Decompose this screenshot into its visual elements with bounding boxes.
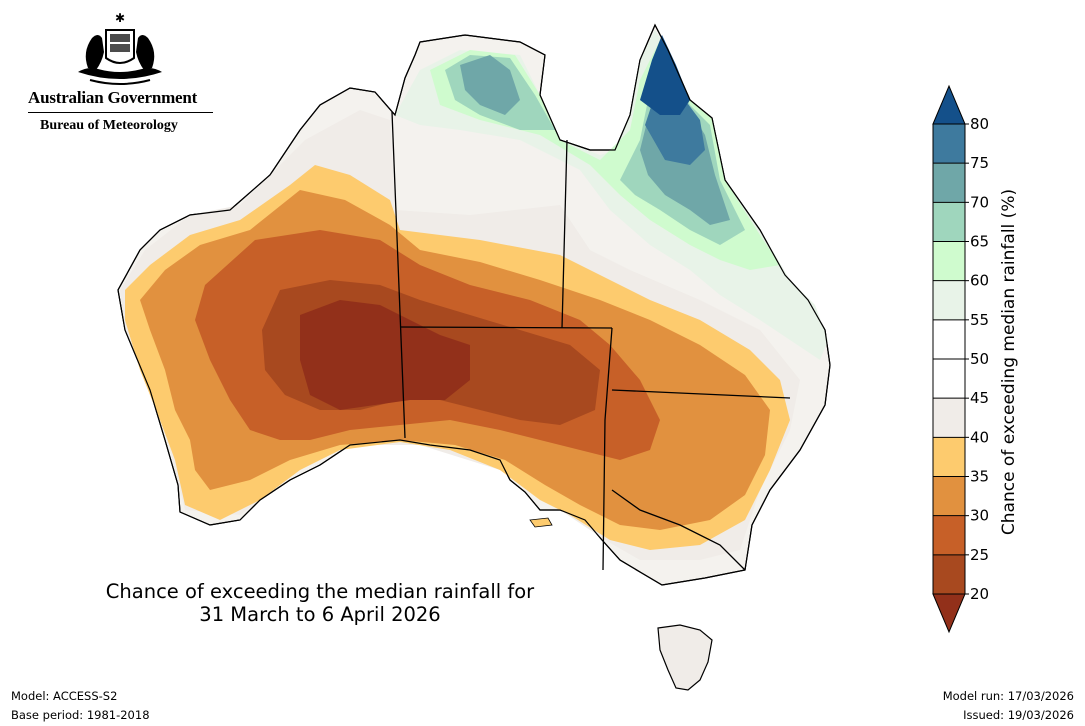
model-info: Model: ACCESS-S2 Base period: 1981-2018 bbox=[11, 689, 150, 722]
logo-divider bbox=[28, 112, 213, 113]
colorbar-tick-label: 20 bbox=[970, 585, 989, 603]
colorbar-band bbox=[933, 476, 965, 516]
colorbar-tick-label: 25 bbox=[970, 546, 989, 564]
colorbar-tick-label: 40 bbox=[970, 428, 989, 446]
issued-date: Issued: 19/03/2026 bbox=[963, 708, 1074, 722]
colorbar-band bbox=[933, 554, 965, 594]
colorbar-tick-label: 65 bbox=[970, 233, 989, 251]
colorbar-band bbox=[933, 437, 965, 477]
colorbar-tick-label: 60 bbox=[970, 272, 989, 290]
state-borders bbox=[391, 111, 791, 571]
colorbar-label-text: Chance of exceeding median rainfall (%) bbox=[999, 188, 1019, 536]
colorbar-tick-label: 75 bbox=[970, 154, 989, 172]
colorbar-tick-label: 80 bbox=[970, 115, 989, 133]
colorbar-band bbox=[933, 163, 965, 203]
colorbar-band bbox=[933, 515, 965, 555]
model-run-date: Model run: 17/03/2026 bbox=[942, 689, 1074, 703]
colorbar-tick-label: 50 bbox=[970, 350, 989, 368]
map-title-line1: Chance of exceeding the median rainfall … bbox=[105, 580, 535, 603]
colorbar-band bbox=[933, 241, 965, 281]
colorbar-under-arrow bbox=[932, 593, 966, 634]
bureau-name: Bureau of Meteorology bbox=[40, 118, 178, 133]
map-title: Chance of exceeding the median rainfall … bbox=[40, 580, 600, 626]
colorbar-band bbox=[933, 202, 965, 242]
colorbar: 80 75 70 65 60 55 50 45 40 35 30 25 20 bbox=[925, 80, 1005, 640]
colorbar-tick-label: 30 bbox=[970, 507, 989, 525]
run-info: Model run: 17/03/2026 Issued: 19/03/2026 bbox=[943, 689, 1074, 722]
coat-of-arms-logo: ✱ bbox=[70, 10, 170, 86]
colorbar-band bbox=[933, 359, 965, 399]
colorbar-band bbox=[933, 398, 965, 438]
model-name: Model: ACCESS-S2 bbox=[11, 689, 118, 703]
colorbar-tick-label: 55 bbox=[970, 311, 989, 329]
colorbar-band bbox=[933, 280, 965, 320]
colorbar-band bbox=[933, 124, 965, 164]
base-period: Base period: 1981-2018 bbox=[11, 708, 150, 722]
colorbar-band bbox=[933, 319, 965, 359]
map-title-line2: 31 March to 6 April 2026 bbox=[199, 603, 441, 626]
colorbar-tick-label: 70 bbox=[970, 193, 989, 211]
tasmania bbox=[657, 624, 713, 691]
svg-text:✱: ✱ bbox=[115, 11, 125, 25]
colorbar-tick-label: 45 bbox=[970, 389, 989, 407]
colorbar-over-arrow bbox=[932, 84, 966, 125]
kangaroo-island bbox=[529, 517, 553, 528]
colorbar-tick-label: 35 bbox=[970, 468, 989, 486]
agency-name: Australian Government bbox=[28, 88, 198, 107]
rainfall-outlook-map bbox=[100, 8, 840, 698]
